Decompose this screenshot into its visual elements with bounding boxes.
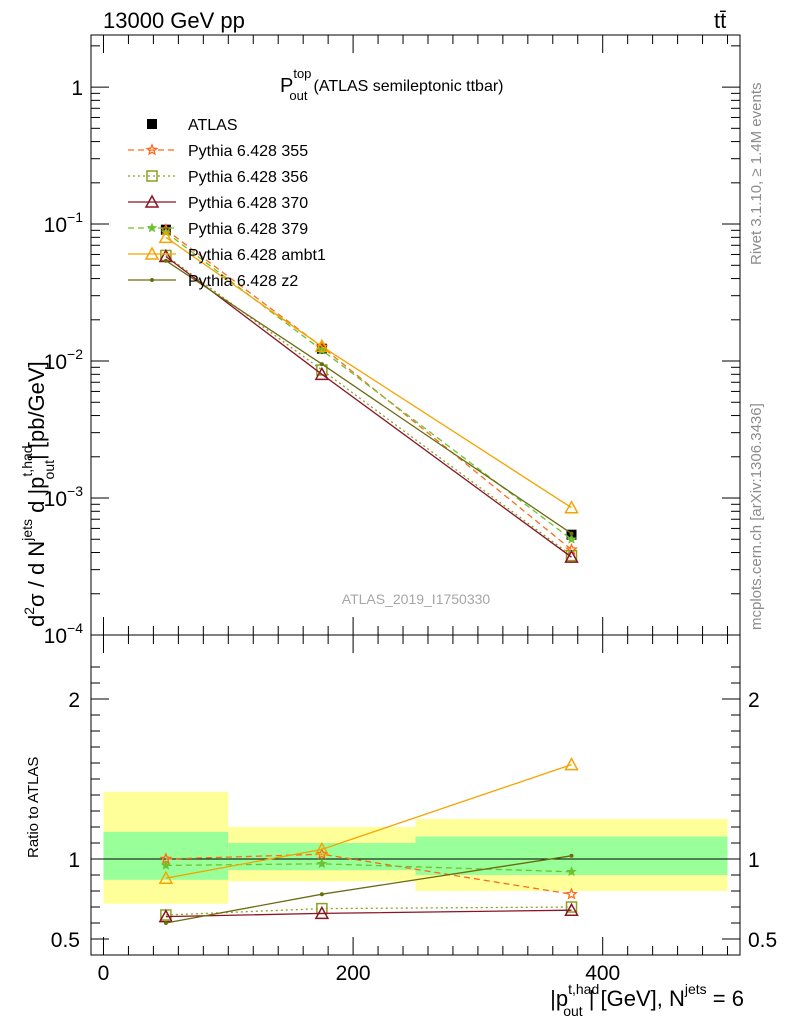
y-tick-label: 10−2 [44,346,84,374]
ratio-point [564,902,579,916]
ratio-point [566,866,577,877]
ylabel-part: d |p [24,477,49,519]
plot-title-main: P [280,75,293,97]
x-tick-label: 0 [98,962,110,985]
x-tick-label: 200 [336,962,371,985]
legend-label: Pythia 6.428 356 [188,169,308,186]
ratio-point [314,905,330,920]
legend-label: Pythia 6.428 370 [188,195,308,212]
ratio-uncertainty-bands [91,791,740,904]
rivet-label: Rivet 3.1.10, ≥ 1.4M events [748,83,765,266]
xlabel-part: t,had [568,981,599,997]
data-point [566,533,577,544]
ratio-line [165,909,572,918]
data-point [564,500,579,514]
process-label: tt̄ [714,8,726,33]
y-tick-mantissa: 10 [44,351,67,374]
xlabel-part: jets [684,981,707,997]
ratio-line [165,763,572,879]
ratio-point [163,921,168,925]
plot-title-sup: top [293,66,311,81]
ylabel-part: jets [19,519,35,542]
y-tick-mantissa: 10 [44,488,67,511]
data-point [158,229,174,244]
plot-title-sub: out [289,88,307,103]
legend-label: Pythia 6.428 ambt1 [188,247,326,264]
xlabel-part: = 6 [707,986,744,1011]
ratio-point [319,892,324,897]
ratio-y-axis-label: Ratio to ATLAS [25,757,42,858]
y-tick-mantissa: 10 [44,625,67,648]
series-line [165,260,572,535]
main-series [158,222,579,563]
ratio-y-tick-label-right: 1 [748,849,760,872]
legend-marker [146,170,158,182]
ylabel-part: out [41,460,57,480]
data-point [564,549,579,563]
ratio-series [158,757,579,925]
legend: ATLAS Pythia 6.428 355 Pythia 6.428 356 Pyt… [128,117,326,290]
ratio-y-tick-label: 2 [68,689,80,712]
energy-label: 13000 GeV pp [103,8,245,33]
data-point [569,531,574,536]
ratio-point [564,757,579,771]
series-line [165,236,572,509]
y-tick-exponent: −3 [67,483,83,499]
y-tick-exponent: −4 [67,620,83,636]
legend-label: Pythia 6.428 355 [188,143,308,160]
ylabel-part: σ / d N [24,541,49,607]
data-point [314,366,330,381]
ratio-point [160,859,172,870]
legend-marker [144,246,160,260]
ratio-y-tick-label-right: 2 [748,689,760,712]
y-tick-label: 10−4 [44,620,84,648]
legend-label: Pythia 6.428 379 [188,221,308,238]
analysis-label: ATLAS_2019_I1750330 [342,591,491,607]
legend-marker [145,143,159,156]
ylabel-part: t,had [19,445,35,476]
legend-marker [144,194,160,208]
ratio-point [569,853,574,858]
ratio-y-tick-label-right: 0.5 [748,929,777,952]
xlabel-part: out [563,1003,583,1019]
data-point [314,338,330,353]
x-axis-label: |pt,had out | [GeV], Njets = 6 [550,981,744,1019]
y-tick-label: 10−1 [44,209,84,237]
ylabel-part: d [24,615,49,627]
y-tick-label: 1 [71,77,83,100]
mcplots-label: mcplots.cern.ch [arXiv:1306.3436] [748,403,765,630]
legend-marker [147,119,157,129]
ratio-line [165,853,572,895]
ratio-point [158,870,174,884]
plot-title-rest: (ATLAS semileptonic ttbar) [314,78,504,95]
ratio-point [316,858,328,869]
ylabel-part: 2 [21,607,37,615]
legend-label: ATLAS [188,117,238,134]
series-line [165,254,572,557]
ratio-point [314,841,330,856]
xlabel-part: |p [550,986,568,1011]
legend-marker [150,278,154,282]
y-tick-label: 10−3 [44,483,84,511]
legend-label: Pythia 6.428 z2 [188,273,298,290]
ylabel-part: | [pb/GeV] [24,361,49,460]
xlabel-part: | [GeV], N [589,986,685,1011]
ratio-point [315,847,329,860]
data-point [163,258,168,263]
plot-title: Ptop out (ATLAS semileptonic ttbar) [280,66,504,103]
data-point [319,362,324,367]
ratio-point [565,901,578,913]
y-tick-exponent: −2 [67,346,83,362]
ratio-point [565,887,578,900]
ratio-y-tick-label: 1 [68,849,80,872]
legend-marker [146,222,158,233]
y-tick-exponent: −1 [67,209,83,225]
ratio-y-tick-label: 0.5 [51,929,80,952]
x-tick-label: 400 [585,962,620,985]
main-y-axis-label: d2σ / d Njets d |pt,had out| [pb/GeV] [19,361,57,627]
y-tick-mantissa: 10 [44,214,67,237]
